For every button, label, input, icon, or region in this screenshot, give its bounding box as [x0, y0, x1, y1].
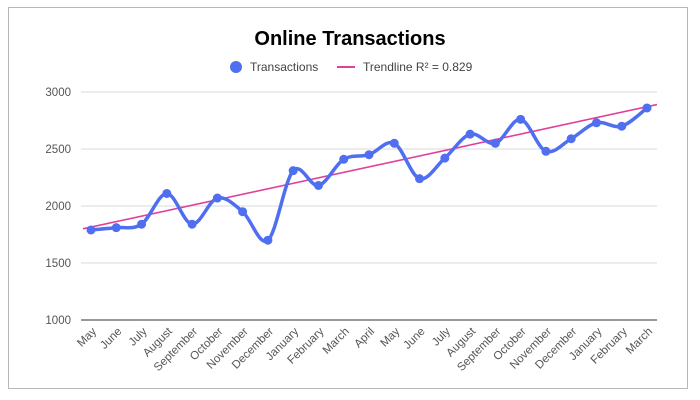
- data-point-7: [263, 235, 273, 245]
- data-point-0: [86, 225, 96, 235]
- data-point-3: [162, 188, 172, 198]
- data-point-4: [187, 219, 197, 229]
- data-point-16: [490, 138, 500, 148]
- chart-title: Online Transactions: [254, 28, 445, 50]
- x-tick-label-13: June: [402, 326, 428, 352]
- y-tick-label-3000: 3000: [45, 87, 71, 99]
- data-point-17: [516, 114, 526, 124]
- x-tick-label-12: May: [379, 325, 403, 349]
- data-point-21: [617, 121, 627, 131]
- data-point-19: [566, 134, 576, 144]
- data-point-13: [415, 174, 425, 184]
- data-point-20: [591, 118, 601, 128]
- data-point-5: [212, 193, 222, 203]
- chart-frame: Online Transactions Transactions Trendli…: [8, 7, 688, 389]
- y-tick-label-1000: 1000: [45, 315, 71, 327]
- data-point-2: [137, 219, 147, 229]
- data-point-8: [288, 166, 298, 176]
- data-point-18: [541, 146, 551, 156]
- data-point-15: [465, 129, 475, 139]
- x-tick-label-10: March: [321, 326, 352, 357]
- data-point-22: [642, 103, 652, 113]
- data-point-14: [440, 153, 450, 163]
- legend-trendline-label: Trendline R² = 0.829: [363, 60, 473, 74]
- gridlines: [81, 91, 657, 321]
- data-point-11: [364, 150, 374, 160]
- legend: Transactions Trendline R² = 0.829: [230, 60, 473, 74]
- data-point-1: [111, 223, 121, 233]
- x-tick-label-11: April: [352, 326, 377, 351]
- data-point-10: [339, 154, 349, 164]
- x-tick-label-1: June: [98, 326, 124, 352]
- trendline: [82, 103, 658, 230]
- data-point-9: [313, 180, 323, 190]
- y-axis: 1000 1500 2000 2500 3000: [45, 87, 71, 327]
- plot-area: [82, 103, 658, 245]
- y-tick-label-2000: 2000: [45, 201, 71, 213]
- legend-transactions-marker: [230, 61, 242, 73]
- data-point-12: [389, 138, 399, 148]
- y-tick-label-1500: 1500: [45, 258, 71, 270]
- y-tick-label-2500: 2500: [45, 144, 71, 156]
- legend-transactions-label: Transactions: [250, 60, 318, 74]
- x-axis: May June JulyAugustSeptemberOctoberNovembe…: [75, 325, 655, 374]
- data-point-6: [238, 207, 248, 217]
- chart-svg: Online Transactions Transactions Trendli…: [45, 28, 658, 374]
- series-line-transactions: [89, 106, 649, 243]
- x-tick-label-22: March: [624, 326, 655, 357]
- x-tick-label-0: May: [75, 325, 99, 349]
